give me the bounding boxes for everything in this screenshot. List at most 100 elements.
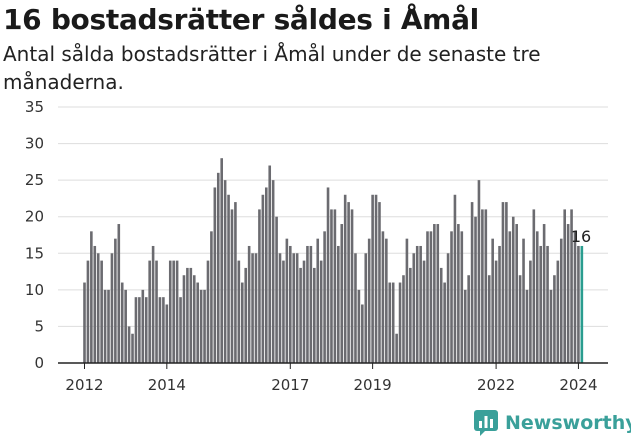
bar <box>237 260 241 363</box>
bar <box>162 297 165 363</box>
bar <box>409 267 412 363</box>
bar <box>467 275 470 363</box>
x-tick-label: 2019 <box>354 376 392 394</box>
bar <box>491 238 494 363</box>
bar <box>453 194 457 363</box>
bar <box>261 194 265 363</box>
bar <box>271 180 275 363</box>
last-value-label: 16 <box>571 227 591 246</box>
bar <box>570 209 573 363</box>
bar <box>391 282 395 363</box>
chart-subtitle: Antal sålda bostadsrätter i Åmål under d… <box>3 42 541 94</box>
bar <box>535 231 539 363</box>
bar-chart: 0 5 10 15 20 25 30 35 2012 2014 2017 2019 2022 2024 16 <box>25 98 608 394</box>
bar <box>330 209 333 363</box>
bar <box>350 209 354 363</box>
bar <box>199 289 203 363</box>
bar <box>378 202 381 363</box>
bar <box>196 282 199 363</box>
x-tick-label: 2014 <box>148 376 186 394</box>
bar <box>251 253 254 363</box>
bar <box>577 245 580 363</box>
bar <box>463 289 467 363</box>
bar <box>192 275 196 363</box>
bar <box>415 245 419 363</box>
y-tick-label: 0 <box>34 354 44 372</box>
bar <box>103 289 107 363</box>
bar <box>439 267 443 363</box>
bar <box>117 224 121 363</box>
bar <box>367 238 371 363</box>
bar <box>381 231 385 363</box>
bar <box>505 202 508 363</box>
bar <box>450 231 453 363</box>
bar <box>487 275 491 363</box>
bar <box>364 253 368 363</box>
bar <box>289 245 292 363</box>
bar <box>511 216 515 363</box>
bar <box>426 231 429 363</box>
bar <box>278 253 282 363</box>
bar <box>189 267 193 363</box>
bar <box>151 245 155 363</box>
bar <box>457 224 460 363</box>
bar <box>481 209 484 363</box>
bar <box>323 231 326 363</box>
y-tick-label: 15 <box>25 244 44 262</box>
bar <box>532 209 536 363</box>
bar <box>484 209 488 363</box>
bar <box>549 289 553 363</box>
bar <box>90 231 93 363</box>
bar <box>186 267 189 363</box>
bar <box>175 260 179 363</box>
bar <box>515 224 518 363</box>
bar <box>556 260 560 363</box>
bar <box>395 333 398 363</box>
bar <box>319 260 323 363</box>
bar <box>402 275 405 363</box>
bar <box>326 187 330 363</box>
bar <box>419 245 422 363</box>
bar <box>573 231 577 363</box>
bar <box>216 172 220 363</box>
newsworthy-logo-icon <box>474 410 498 436</box>
bar <box>203 289 206 363</box>
bar <box>93 245 97 363</box>
bar <box>213 187 217 363</box>
bar <box>522 238 525 363</box>
bar <box>141 289 145 363</box>
bar <box>302 260 306 363</box>
bar <box>529 260 532 363</box>
bar <box>316 238 320 363</box>
bar <box>264 187 268 363</box>
bar <box>182 275 186 363</box>
bar <box>220 158 223 363</box>
bar <box>443 282 446 363</box>
bar <box>347 202 350 363</box>
x-tick-label: 2017 <box>271 376 309 394</box>
bar <box>357 289 361 363</box>
bar <box>501 202 505 363</box>
y-tick-label: 35 <box>25 98 44 116</box>
bar <box>86 260 90 363</box>
bar <box>309 245 313 363</box>
bar <box>83 282 86 363</box>
bar <box>306 245 309 363</box>
bar <box>460 231 464 363</box>
bar <box>268 165 272 363</box>
bar <box>120 282 124 363</box>
bar <box>240 282 244 363</box>
bar <box>518 275 522 363</box>
bar <box>299 267 302 363</box>
x-tick-label: 2012 <box>65 376 103 394</box>
bar <box>525 289 529 363</box>
bar <box>374 194 378 363</box>
bar <box>563 209 566 363</box>
bar <box>477 180 481 363</box>
brand-name: Newsworthy <box>505 412 631 434</box>
bar <box>388 282 392 363</box>
bar <box>498 245 501 363</box>
x-tick-label: 2024 <box>559 376 597 394</box>
bar <box>433 224 436 363</box>
bar <box>172 260 175 363</box>
